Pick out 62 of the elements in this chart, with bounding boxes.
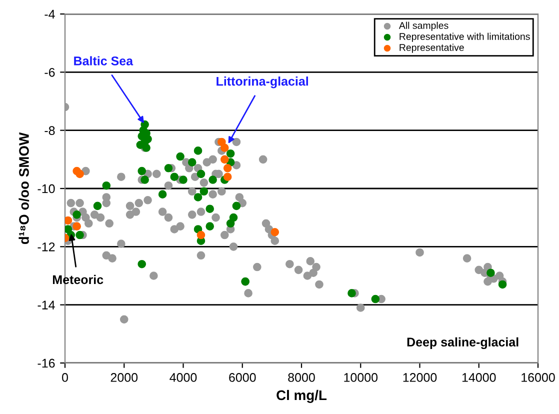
point <box>229 213 238 222</box>
point <box>138 166 146 176</box>
point <box>223 172 232 182</box>
annotation: Meteoric <box>52 274 104 284</box>
point <box>226 149 235 158</box>
point <box>196 170 206 178</box>
point <box>72 210 81 219</box>
point <box>371 294 380 304</box>
point <box>220 155 229 164</box>
point <box>176 152 184 161</box>
y-tick-label: -4 <box>44 10 55 19</box>
x-tick-label: 14000 <box>462 373 496 382</box>
point <box>170 172 179 182</box>
point <box>223 164 232 172</box>
point <box>179 176 188 184</box>
legend-label: Representative with limitations <box>400 32 530 42</box>
point <box>140 176 149 184</box>
point <box>232 202 241 210</box>
x-tick-label: 4000 <box>170 373 197 382</box>
point <box>194 193 202 202</box>
x-tick-label: 16000 <box>522 373 555 382</box>
point <box>65 216 72 225</box>
point <box>486 268 495 277</box>
y-tick-label: -14 <box>38 300 55 310</box>
point <box>206 204 214 214</box>
point <box>65 225 72 234</box>
point <box>196 230 206 240</box>
point <box>194 146 202 155</box>
x-tick-label: 0 <box>62 373 68 382</box>
annotation: Littorina-glacial <box>216 76 308 88</box>
point <box>188 158 196 166</box>
point <box>270 228 280 236</box>
legend-label: All samples <box>398 22 448 31</box>
annotation: Baltic Sea <box>74 56 134 66</box>
point <box>93 202 102 210</box>
y-tick-label: -16 <box>38 358 55 368</box>
x-tick-label: 6000 <box>229 373 256 382</box>
annotation: Deep saline-glacial <box>407 337 518 350</box>
legend-label: Representative <box>400 44 464 53</box>
point <box>164 164 173 172</box>
x-tick-label: 2000 <box>110 373 138 382</box>
point <box>102 181 111 190</box>
point <box>72 222 81 230</box>
y-tick-label: -8 <box>44 126 55 135</box>
point <box>498 280 507 289</box>
y-tick-label: -10 <box>38 184 55 194</box>
x-axis-title: Cl mg/L <box>276 390 327 403</box>
x-tick-label: 8000 <box>288 373 315 382</box>
point <box>208 176 217 184</box>
point <box>206 222 214 230</box>
point <box>76 170 84 178</box>
point <box>218 138 226 146</box>
y-tick-label: -6 <box>44 68 55 77</box>
y-tick-label: -12 <box>38 242 55 252</box>
point <box>158 190 167 198</box>
y-axis-title: d¹⁸O o/oo SMOW <box>18 132 30 244</box>
point <box>200 187 208 196</box>
point <box>348 289 356 298</box>
x-tick-label: 10000 <box>344 373 378 382</box>
point <box>138 260 146 268</box>
x-tick-label: 12000 <box>403 373 437 382</box>
point <box>76 230 84 240</box>
